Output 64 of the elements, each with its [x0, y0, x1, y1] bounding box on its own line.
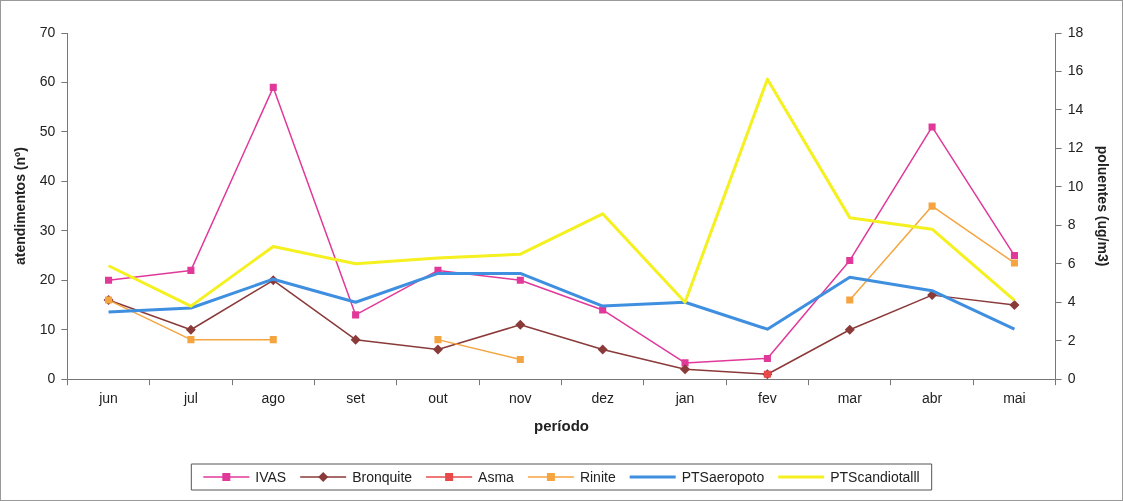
- point: [846, 256, 854, 265]
- y2-tick-label: 16: [1067, 62, 1084, 79]
- point: [1010, 259, 1018, 267]
- point: [763, 354, 771, 362]
- point: [350, 334, 361, 345]
- point: [352, 311, 360, 319]
- x-tick-label: mar: [837, 390, 863, 407]
- point: [187, 266, 195, 274]
- x-tick-label: jun: [98, 390, 118, 407]
- x-tick-label: dez: [591, 390, 614, 407]
- x-tick-label: jul: [182, 390, 198, 407]
- y-tick-label: 40: [39, 172, 56, 189]
- y2-tick-label: 2: [1067, 331, 1076, 348]
- x-tick-label: nov: [509, 390, 532, 407]
- x-tick-label: set: [346, 390, 366, 407]
- point: [928, 202, 936, 210]
- point: [1009, 300, 1020, 311]
- legend-label: IVAS: [255, 468, 287, 485]
- x-tick-label: ago: [261, 390, 286, 407]
- x-tick-label: abr: [921, 390, 943, 407]
- x-axis-title: período: [534, 417, 589, 435]
- point: [185, 324, 196, 335]
- y2-axis-title: poluentes (ug/m3): [1094, 145, 1111, 267]
- y-tick-label: 10: [39, 320, 56, 337]
- legend-label: Rinite: [579, 468, 616, 485]
- y2-tick-label: 12: [1067, 139, 1084, 156]
- x-tick-label: jan: [674, 390, 695, 407]
- point: [844, 324, 855, 335]
- y2-tick-label: 18: [1067, 23, 1084, 40]
- y2-tick-label: 6: [1067, 254, 1076, 271]
- y-tick-label: 70: [39, 23, 56, 40]
- y2-tick-label: 14: [1067, 100, 1084, 117]
- y-tick-label: 30: [39, 221, 56, 238]
- point: [516, 355, 524, 363]
- point: [434, 336, 442, 344]
- point: [515, 319, 526, 330]
- y-tick-label: 0: [47, 370, 56, 387]
- legend-label: PTSaeropoto: [681, 468, 765, 485]
- point: [516, 276, 524, 284]
- point: [846, 296, 854, 304]
- legend-label: Bronquite: [352, 468, 413, 485]
- x-tick-label: out: [428, 390, 448, 407]
- x-tick-label: mai: [1003, 390, 1026, 407]
- point: [928, 123, 936, 131]
- y2-tick-label: 0: [1067, 370, 1076, 387]
- point: [597, 344, 608, 355]
- point: [432, 344, 443, 355]
- x-tick-label: fev: [758, 390, 777, 407]
- point: [1010, 252, 1018, 260]
- point: [269, 83, 277, 91]
- y-axis-title: atendimentos (nº): [12, 147, 29, 266]
- y2-tick-label: 8: [1067, 216, 1076, 233]
- point: [187, 336, 195, 344]
- point: [681, 359, 689, 367]
- y-tick-label: 60: [39, 73, 56, 90]
- y2-tick-label: 10: [1067, 177, 1084, 194]
- point: [269, 336, 277, 344]
- y2-tick-label: 4: [1067, 293, 1076, 310]
- point: [105, 276, 113, 284]
- point: [680, 364, 691, 375]
- y-tick-label: 50: [39, 122, 56, 139]
- y-tick-label: 20: [39, 271, 56, 288]
- legend-label: Asma: [478, 468, 515, 485]
- legend-label: PTScandiotalll: [830, 468, 920, 485]
